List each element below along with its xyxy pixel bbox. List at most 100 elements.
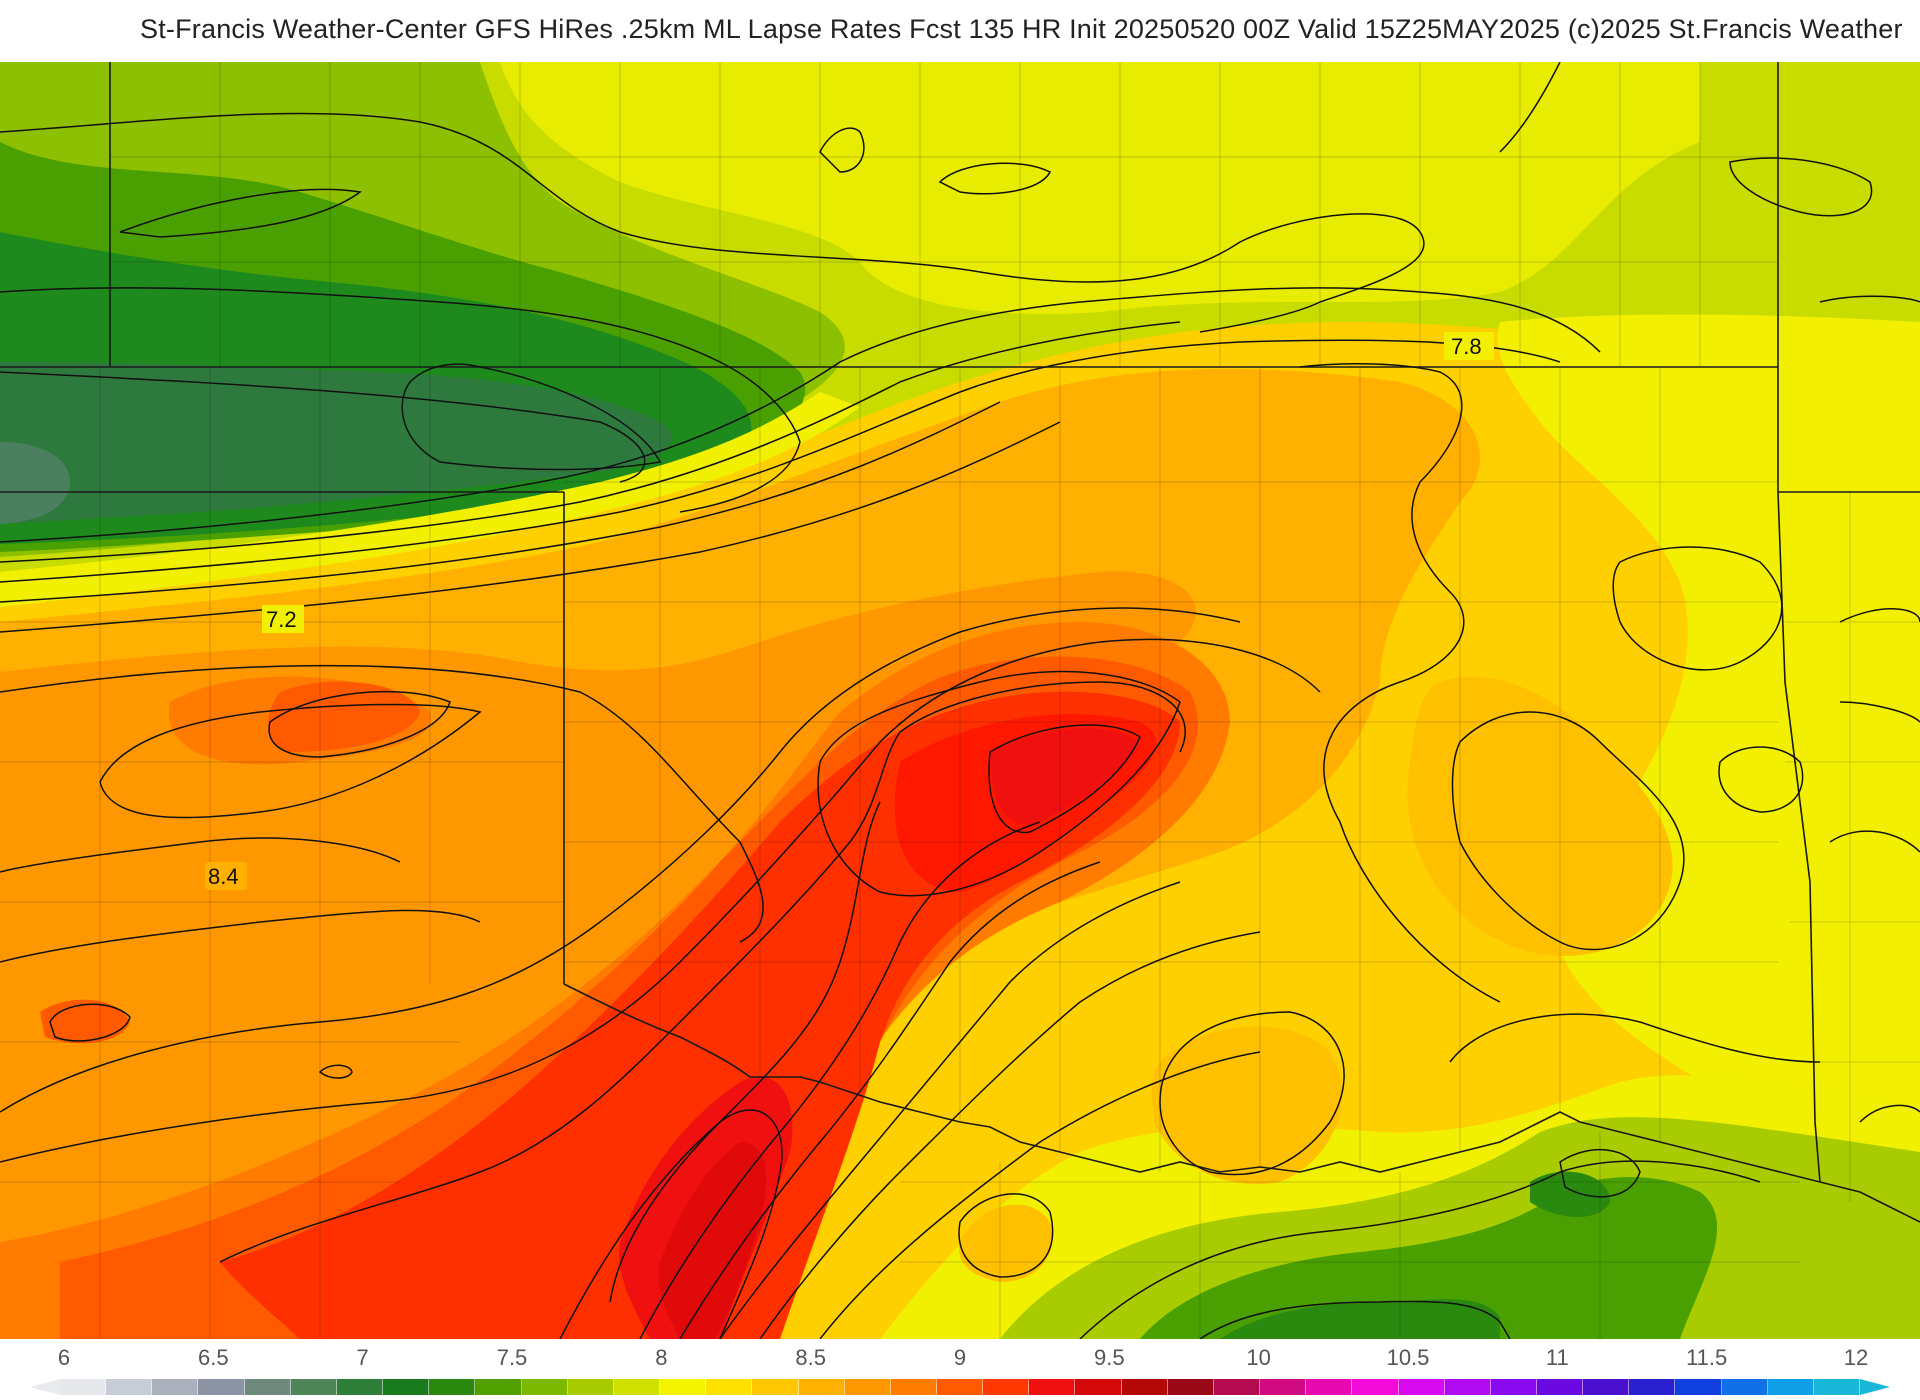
shade-slate <box>0 442 70 524</box>
shade-yellow-north <box>500 62 1700 314</box>
contour-lines <box>0 62 1920 1339</box>
contour-line <box>1079 1160 1761 1339</box>
contour-line <box>1159 1011 1345 1176</box>
colorbar-tick-label: 10 <box>1246 1345 1271 1370</box>
contour-line <box>1299 362 1501 1003</box>
contour-line <box>0 287 1601 543</box>
contour-line <box>1819 295 1920 303</box>
contour-line <box>1859 1104 1920 1123</box>
colorbar-tick-label: 7 <box>356 1345 369 1370</box>
contour-line <box>1451 711 1685 951</box>
shade-red-sw-peak-core <box>658 1142 766 1339</box>
colorbar-tick-label: 6.5 <box>198 1345 229 1370</box>
colorbar-swatch <box>1352 1379 1399 1395</box>
shade-green-se-core <box>1220 1299 1500 1339</box>
colorbar-swatch <box>706 1379 753 1395</box>
colorbar-swatch <box>844 1379 891 1395</box>
colorbar-swatch <box>106 1379 153 1395</box>
colorbar-arrow-left <box>30 1379 60 1395</box>
colorbar-tick-label: 8.5 <box>795 1345 826 1370</box>
colorbar-tick-label: 8 <box>655 1345 668 1370</box>
colorbar-swatch <box>567 1379 614 1395</box>
colorbar-swatch <box>244 1379 291 1395</box>
contour-line <box>1559 1149 1641 1198</box>
contour-line <box>0 401 1001 603</box>
contour-line <box>819 1051 1261 1339</box>
contour-line <box>0 909 481 963</box>
colorbar-swatch <box>1537 1379 1584 1395</box>
contour-line <box>0 664 764 943</box>
shade-green-se-deep <box>1140 1177 1718 1339</box>
colorbar-swatch <box>521 1379 568 1395</box>
colorbar-swatch <box>383 1379 430 1395</box>
contour-line <box>1199 1300 1511 1339</box>
contour-label-group: 7.8 7.2 8.4 <box>205 332 1494 890</box>
colorbar-swatch <box>890 1379 937 1395</box>
colorbar-swatch <box>1260 1379 1307 1395</box>
colorbar: 6 6.5 7 7.5 8 8.5 9 9.5 10 10.5 11 11.5 12 <box>0 1339 1920 1400</box>
colorbar-swatch <box>1767 1379 1814 1395</box>
contour-line <box>0 421 1061 633</box>
contour-line <box>819 127 865 173</box>
colorbar-tick-label: 11 <box>1545 1345 1569 1370</box>
contour-line <box>119 188 362 238</box>
colorbar-swatch <box>798 1379 845 1395</box>
contour-line <box>0 339 1561 583</box>
contour-line <box>1612 546 1783 671</box>
contour-line <box>759 931 1261 1339</box>
colorbar-swatch <box>1675 1379 1722 1395</box>
contour-line <box>0 287 801 513</box>
contour-line <box>1499 62 1561 153</box>
title-bar: St-Francis Weather-Center GFS HiRes .25k… <box>0 0 1920 62</box>
contour-line <box>1718 746 1804 813</box>
contour-line <box>0 837 401 873</box>
contour-line <box>938 162 1052 195</box>
colorbar-swatch <box>1813 1379 1861 1395</box>
colorbar-arrow-right <box>1860 1379 1890 1395</box>
contour-line <box>0 638 1321 1163</box>
contour-line <box>99 703 482 819</box>
colorbar-swatch <box>1444 1379 1491 1395</box>
colorbar-swatch <box>752 1379 799 1395</box>
contour-line <box>318 1064 353 1079</box>
contour-line <box>958 1193 1054 1278</box>
colorbar-tick-label: 10.5 <box>1386 1345 1430 1370</box>
colorbar-tick-label: 11.5 <box>1686 1345 1728 1370</box>
contour-label-bg <box>262 605 304 633</box>
colorbar-swatch <box>1213 1379 1261 1395</box>
contour-line <box>719 881 1181 1339</box>
colorbar-tick-label: 6 <box>57 1345 71 1370</box>
colorbar-swatch <box>1583 1379 1630 1395</box>
colorbar-swatch <box>983 1379 1030 1395</box>
colorbar-swatch <box>336 1379 384 1395</box>
lapse-rate-map: 7.8 7.2 8.4 <box>0 62 1920 1339</box>
colorbar-swatch <box>1029 1379 1076 1395</box>
colorbar-swatch <box>290 1379 337 1395</box>
colorbar-tick-label: 9.5 <box>1094 1345 1125 1370</box>
contour-line <box>219 681 1186 1263</box>
contour-label-bg <box>205 862 247 890</box>
colorbar-swatch <box>613 1379 661 1395</box>
contour-line <box>1839 608 1920 623</box>
contour-line <box>1729 157 1873 217</box>
colorbar-swatch <box>1306 1379 1353 1395</box>
colorbar-swatches <box>60 1379 1861 1395</box>
shade-orange-south-pocket <box>959 1204 1053 1282</box>
colorbar-swatch <box>1490 1379 1537 1395</box>
colorbar-swatch <box>475 1379 522 1395</box>
contour-line <box>988 724 1141 834</box>
colorbar-swatch <box>1398 1379 1445 1395</box>
colorbar-tick-label: 7.5 <box>496 1345 528 1370</box>
contour-line <box>49 1003 131 1042</box>
contour-line <box>1449 1013 1821 1063</box>
contour-label-bg <box>1444 332 1494 360</box>
colorbar-swatch <box>660 1379 707 1395</box>
contour-label-7.8: 7.8 <box>1451 334 1482 359</box>
shade-yellow-strip <box>0 392 860 607</box>
contour-line <box>268 690 451 758</box>
contour-line <box>0 321 1181 563</box>
contour-line <box>679 861 1101 1339</box>
contour-line <box>1829 830 1920 853</box>
shade-darkgreen-deep <box>0 362 672 524</box>
contour-label-7.2: 7.2 <box>266 607 297 632</box>
